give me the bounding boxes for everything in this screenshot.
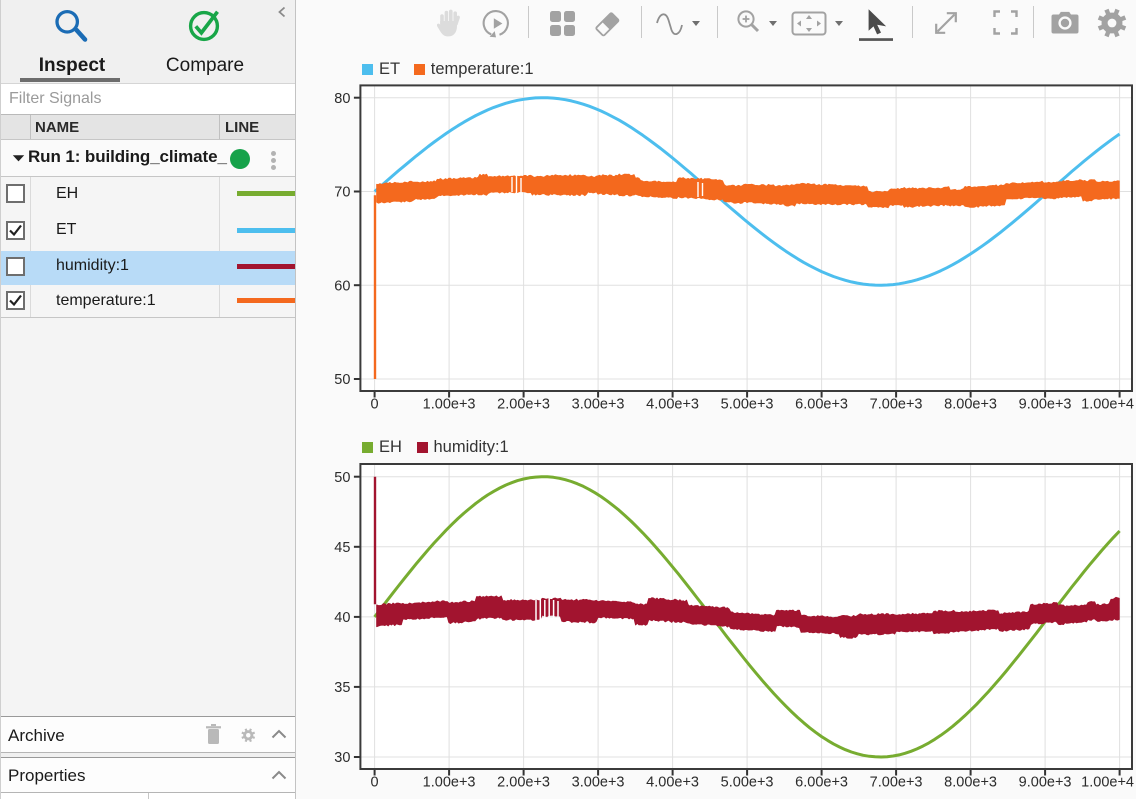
svg-text:50: 50 bbox=[334, 372, 350, 388]
svg-text:80: 80 bbox=[334, 91, 350, 107]
svg-text:35: 35 bbox=[334, 680, 350, 696]
svg-text:2.00e+3: 2.00e+3 bbox=[497, 397, 550, 413]
svg-text:60: 60 bbox=[334, 278, 350, 294]
svg-text:5.00e+3: 5.00e+3 bbox=[721, 775, 774, 791]
svg-text:4.00e+3: 4.00e+3 bbox=[646, 775, 699, 791]
svg-text:2.00e+3: 2.00e+3 bbox=[497, 775, 550, 791]
svg-text:0: 0 bbox=[371, 397, 379, 413]
svg-text:9.00e+3: 9.00e+3 bbox=[1019, 775, 1072, 791]
svg-text:4.00e+3: 4.00e+3 bbox=[646, 397, 699, 413]
svg-text:1.00e+3: 1.00e+3 bbox=[423, 775, 476, 791]
svg-text:8.00e+3: 8.00e+3 bbox=[944, 397, 997, 413]
svg-text:1.00e+4: 1.00e+4 bbox=[1081, 397, 1134, 413]
svg-text:45: 45 bbox=[334, 540, 350, 556]
svg-text:3.00e+3: 3.00e+3 bbox=[572, 397, 625, 413]
svg-text:6.00e+3: 6.00e+3 bbox=[795, 397, 848, 413]
svg-text:5.00e+3: 5.00e+3 bbox=[721, 397, 774, 413]
svg-text:7.00e+3: 7.00e+3 bbox=[870, 397, 923, 413]
svg-text:6.00e+3: 6.00e+3 bbox=[795, 775, 848, 791]
svg-text:1.00e+3: 1.00e+3 bbox=[423, 397, 476, 413]
svg-text:9.00e+3: 9.00e+3 bbox=[1019, 397, 1072, 413]
svg-text:3.00e+3: 3.00e+3 bbox=[572, 775, 625, 791]
svg-text:70: 70 bbox=[334, 185, 350, 201]
svg-text:7.00e+3: 7.00e+3 bbox=[870, 775, 923, 791]
svg-text:50: 50 bbox=[334, 470, 350, 486]
svg-text:0: 0 bbox=[371, 775, 379, 791]
svg-text:40: 40 bbox=[334, 610, 350, 626]
svg-text:1.00e+4: 1.00e+4 bbox=[1081, 775, 1134, 791]
svg-text:30: 30 bbox=[334, 750, 350, 766]
svg-text:8.00e+3: 8.00e+3 bbox=[944, 775, 997, 791]
